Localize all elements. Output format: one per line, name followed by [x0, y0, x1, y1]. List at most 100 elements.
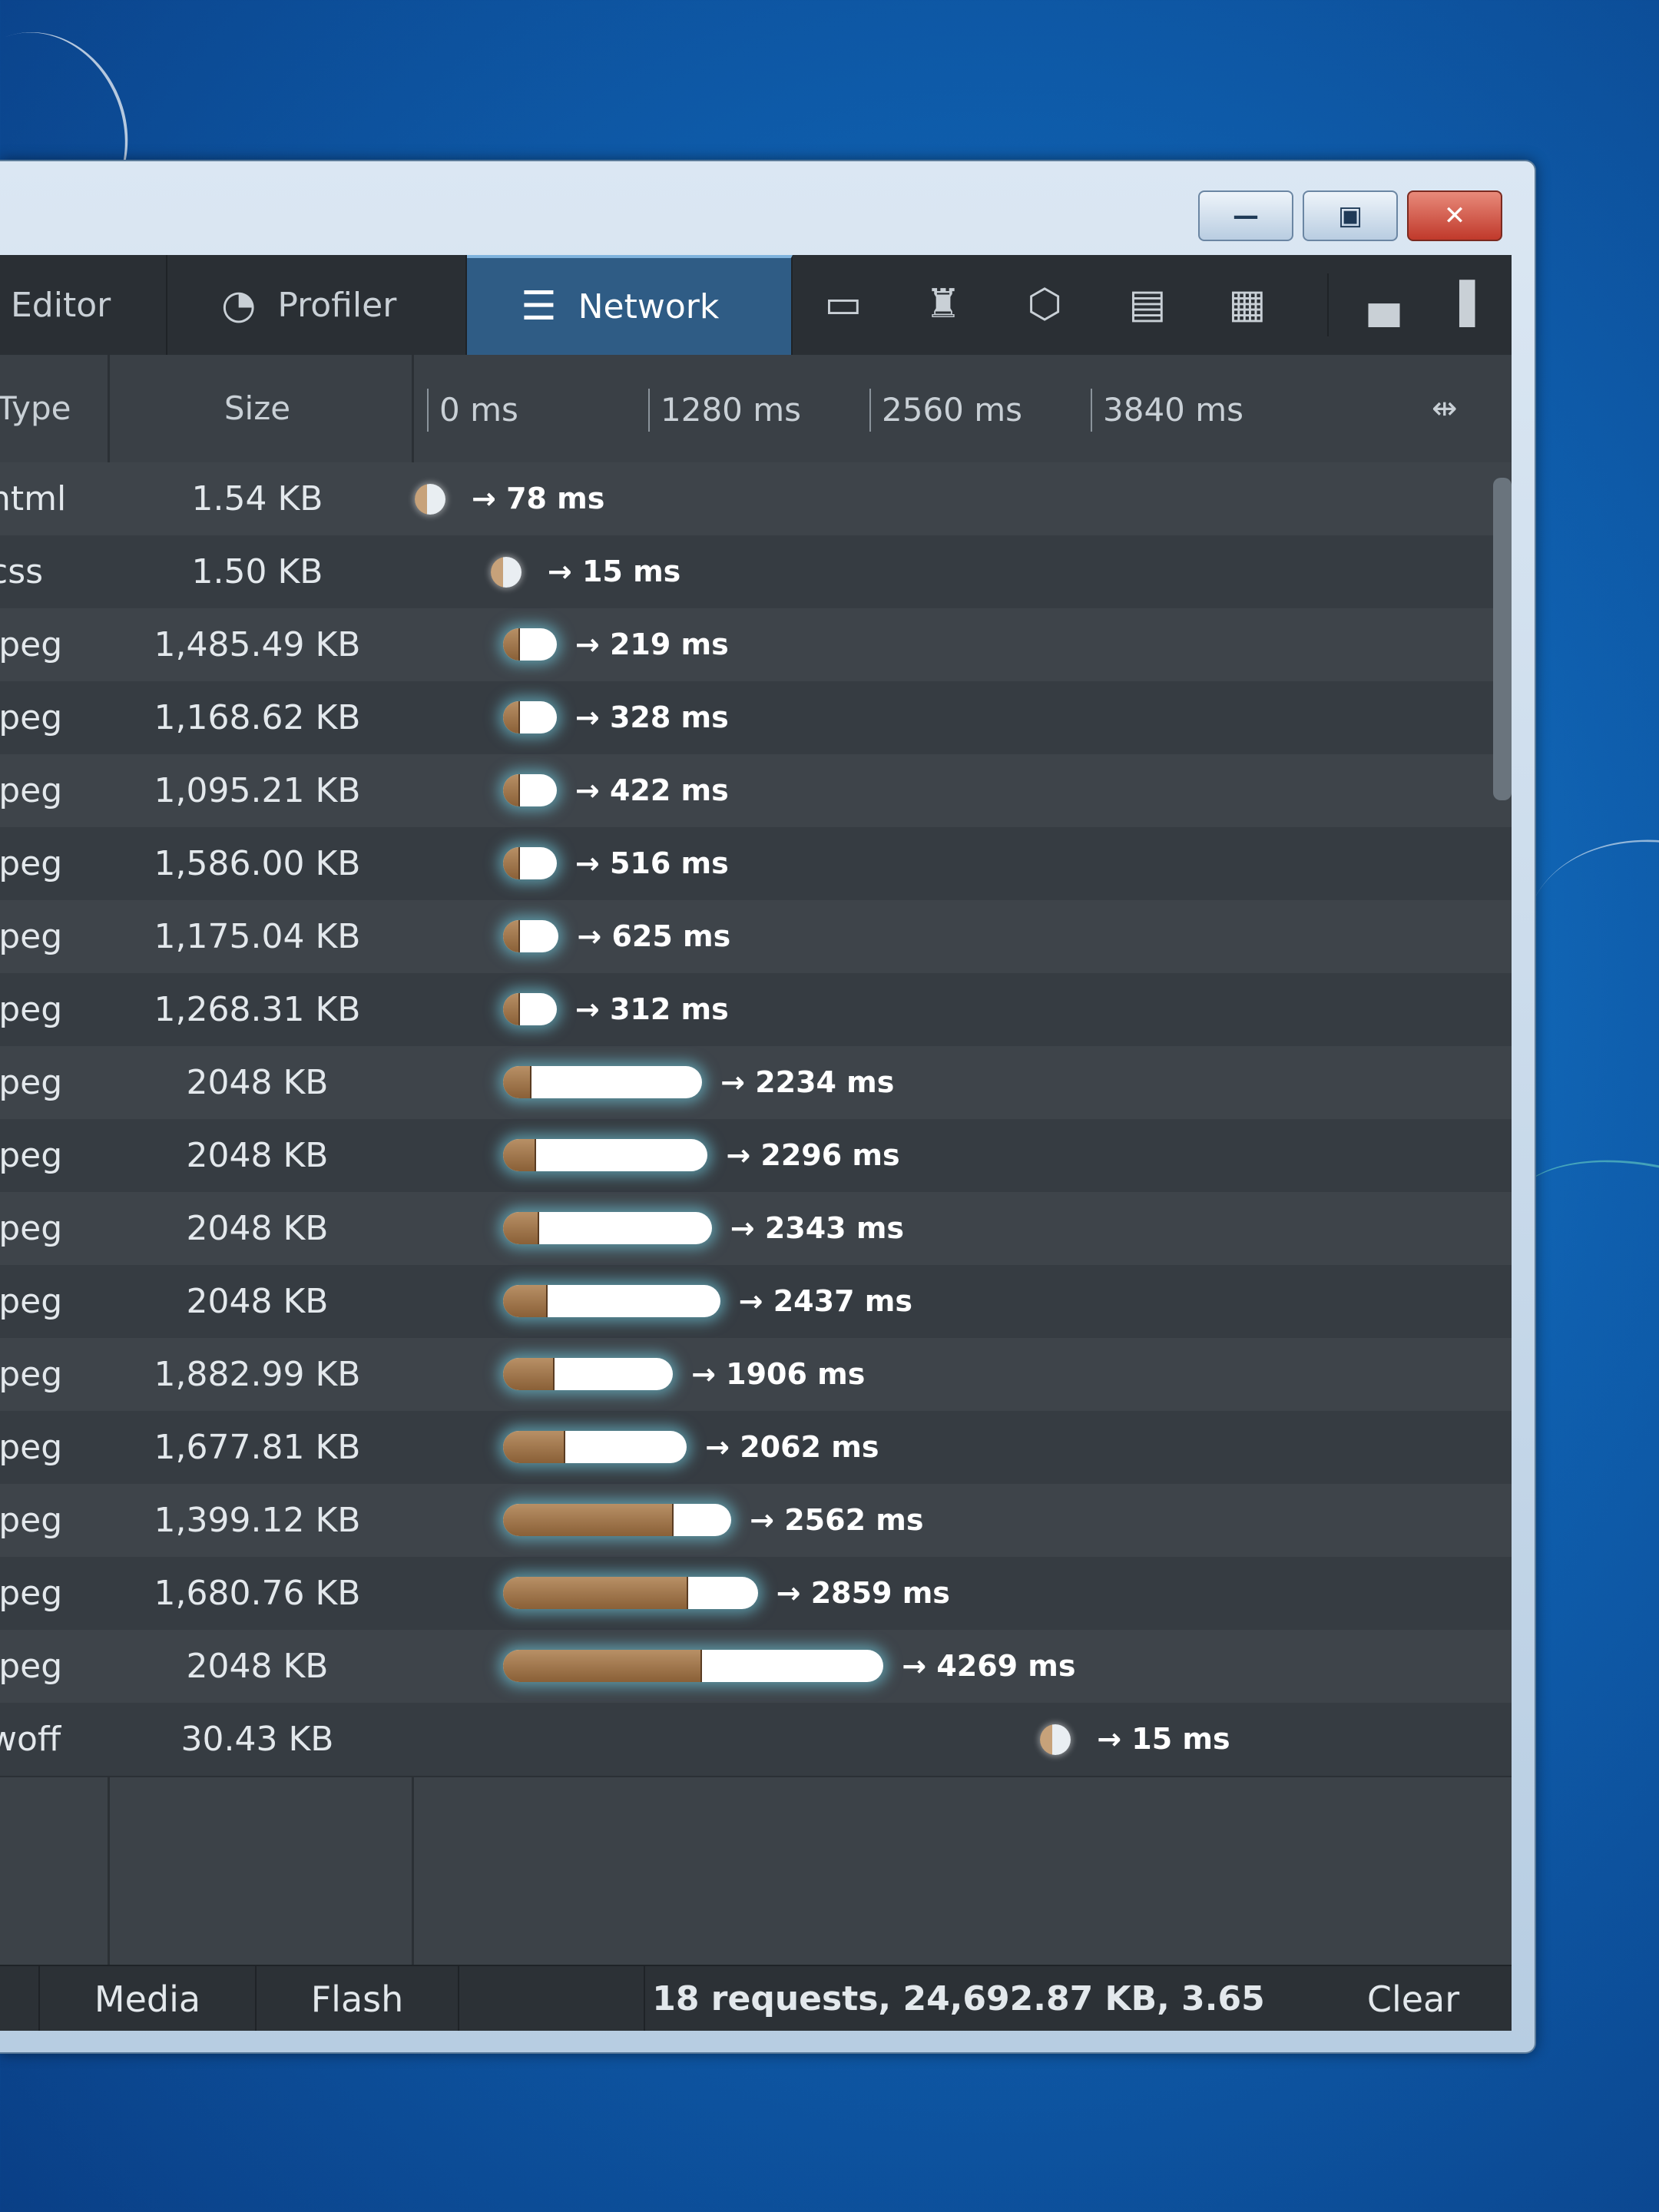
request-duration: → 2343 ms	[730, 1211, 905, 1245]
table-row[interactable]: jpeg 1,677.81 KB → 2062 ms	[0, 1411, 1512, 1485]
table-row[interactable]: jpeg 1,485.49 KB → 219 ms	[0, 608, 1512, 683]
scrollbar-thumb[interactable]	[1493, 478, 1512, 800]
table-row[interactable]: woff 30.43 KB → 15 ms	[0, 1703, 1512, 1777]
table-row[interactable]: jpeg 1,586.00 KB → 516 ms	[0, 827, 1512, 902]
request-size: 2048 KB	[186, 1282, 329, 1321]
timing-bar-wait	[502, 1285, 548, 1317]
maximize-icon: ▣	[1337, 200, 1363, 231]
broom-icon[interactable]: ♜	[925, 281, 962, 327]
timing-bar-wait	[502, 993, 520, 1025]
table-row[interactable]: jpeg 1,268.31 KB → 312 ms	[0, 973, 1512, 1048]
console-icon[interactable]: ▭	[824, 281, 863, 327]
request-type: jpeg	[0, 917, 63, 956]
timing-bar-wait	[502, 1212, 540, 1244]
timing-dot	[490, 557, 522, 588]
table-row[interactable]: jpeg 1,680.76 KB → 2859 ms	[0, 1557, 1512, 1631]
table-row[interactable]: jpeg 1,175.04 KB → 625 ms	[0, 900, 1512, 975]
tab-label: Editor	[11, 285, 111, 325]
timing-bar-wait	[502, 1577, 688, 1609]
request-size: 1,095.21 KB	[154, 771, 361, 810]
tab-label: Network	[578, 286, 720, 326]
request-duration: → 4269 ms	[902, 1649, 1076, 1683]
request-type: css	[0, 552, 44, 591]
app-window: — ▣ ✕ Editor ◔ Profiler ☰ Network ▭ ♜ ⬡ …	[0, 160, 1536, 2054]
footer-separator	[255, 1966, 257, 2031]
table-row[interactable]: jpeg 2048 KB → 2296 ms	[0, 1119, 1512, 1194]
table-row[interactable]: jpeg 1,095.21 KB → 422 ms	[0, 754, 1512, 829]
request-duration: → 2859 ms	[776, 1576, 950, 1610]
table-row[interactable]: jpeg 1,399.12 KB → 2562 ms	[0, 1484, 1512, 1558]
request-size: 30.43 KB	[180, 1720, 334, 1759]
request-type: jpeg	[0, 1355, 63, 1394]
type-column-header[interactable]: Type	[0, 389, 71, 427]
request-type: jpeg	[0, 698, 63, 737]
maximize-button[interactable]: ▣	[1303, 190, 1398, 241]
status-footer: Media Flash 18 requests, 24,692.87 KB, 3…	[0, 1965, 1512, 2031]
request-type: html	[0, 479, 67, 518]
clapper-icon[interactable]: ▤	[1128, 281, 1167, 327]
table-row[interactable]: jpeg 2048 KB → 2437 ms	[0, 1265, 1512, 1339]
request-size: 1,677.81 KB	[154, 1428, 361, 1467]
table-row[interactable]: jpeg 2048 KB → 2234 ms	[0, 1046, 1512, 1121]
table-row[interactable]: jpeg 1,882.99 KB → 1906 ms	[0, 1338, 1512, 1412]
request-duration: → 219 ms	[575, 628, 729, 661]
timing-bar	[502, 628, 557, 661]
dock-bottom-icon[interactable]: ▄	[1369, 281, 1399, 327]
request-type: jpeg	[0, 844, 63, 883]
request-size: 2048 KB	[186, 1136, 329, 1175]
timing-bar	[502, 920, 559, 952]
request-duration: → 78 ms	[472, 482, 605, 515]
request-duration: → 625 ms	[577, 919, 731, 953]
timing-bar-wait	[502, 774, 520, 806]
timing-bar-wait	[502, 701, 520, 733]
timing-bar	[502, 701, 557, 733]
filter-flash-button[interactable]: Flash	[310, 1979, 404, 2020]
tab-editor[interactable]: Editor	[0, 255, 167, 355]
timing-bar	[502, 1066, 703, 1098]
timing-bar	[502, 1504, 732, 1536]
tab-network[interactable]: ☰ Network	[467, 255, 793, 355]
request-duration: → 328 ms	[575, 700, 729, 734]
request-size: 1,586.00 KB	[154, 844, 361, 883]
close-icon: ✕	[1443, 200, 1466, 231]
tab-profiler[interactable]: ◔ Profiler	[167, 255, 467, 355]
toolbar-divider	[1327, 273, 1329, 336]
timing-bar-wait	[502, 1431, 565, 1463]
timing-dot	[415, 484, 445, 515]
footer-separator	[38, 1966, 40, 2031]
cube-icon[interactable]: ⬡	[1027, 281, 1062, 327]
timing-bar-wait	[502, 1358, 555, 1390]
request-type: jpeg	[0, 1428, 63, 1467]
request-type: jpeg	[0, 1647, 63, 1686]
timing-bar	[502, 1650, 884, 1682]
request-size: 1.50 KB	[191, 552, 323, 591]
dock-right-icon[interactable]: ▐	[1444, 281, 1475, 327]
timing-bar	[502, 774, 557, 806]
request-size: 1,175.04 KB	[154, 917, 361, 956]
clear-button[interactable]: Clear	[1366, 1979, 1460, 2020]
request-size: 2048 KB	[186, 1063, 329, 1102]
request-duration: → 2296 ms	[726, 1138, 900, 1172]
timing-bar-wait	[502, 1139, 536, 1171]
table-row[interactable]: jpeg 2048 KB → 2343 ms	[0, 1192, 1512, 1267]
fit-timeline-icon[interactable]: ⇹	[1432, 391, 1458, 426]
table-row[interactable]: jpeg 1,168.62 KB → 328 ms	[0, 681, 1512, 756]
timing-bar	[502, 1577, 758, 1609]
minimize-button[interactable]: —	[1198, 190, 1293, 241]
timing-bar-wait	[502, 1650, 703, 1682]
size-column-header[interactable]: Size	[224, 389, 291, 427]
request-size: 1,168.62 KB	[154, 698, 361, 737]
timing-bar	[502, 1212, 712, 1244]
filter-media-button[interactable]: Media	[94, 1979, 201, 2020]
table-row[interactable]: html 1.54 KB → 78 ms	[0, 462, 1512, 537]
table-row[interactable]: jpeg 2048 KB → 4269 ms	[0, 1630, 1512, 1704]
timing-bar	[502, 1431, 687, 1463]
close-button[interactable]: ✕	[1407, 190, 1502, 241]
request-type: jpeg	[0, 990, 63, 1029]
table-row[interactable]: css 1.50 KB → 15 ms	[0, 535, 1512, 610]
frame-icon[interactable]: ▦	[1228, 281, 1267, 327]
request-duration: → 422 ms	[575, 773, 729, 807]
request-size: 1,882.99 KB	[154, 1355, 361, 1394]
timeline-tick-label: 2560 ms	[869, 389, 1022, 432]
request-type: jpeg	[0, 771, 63, 810]
